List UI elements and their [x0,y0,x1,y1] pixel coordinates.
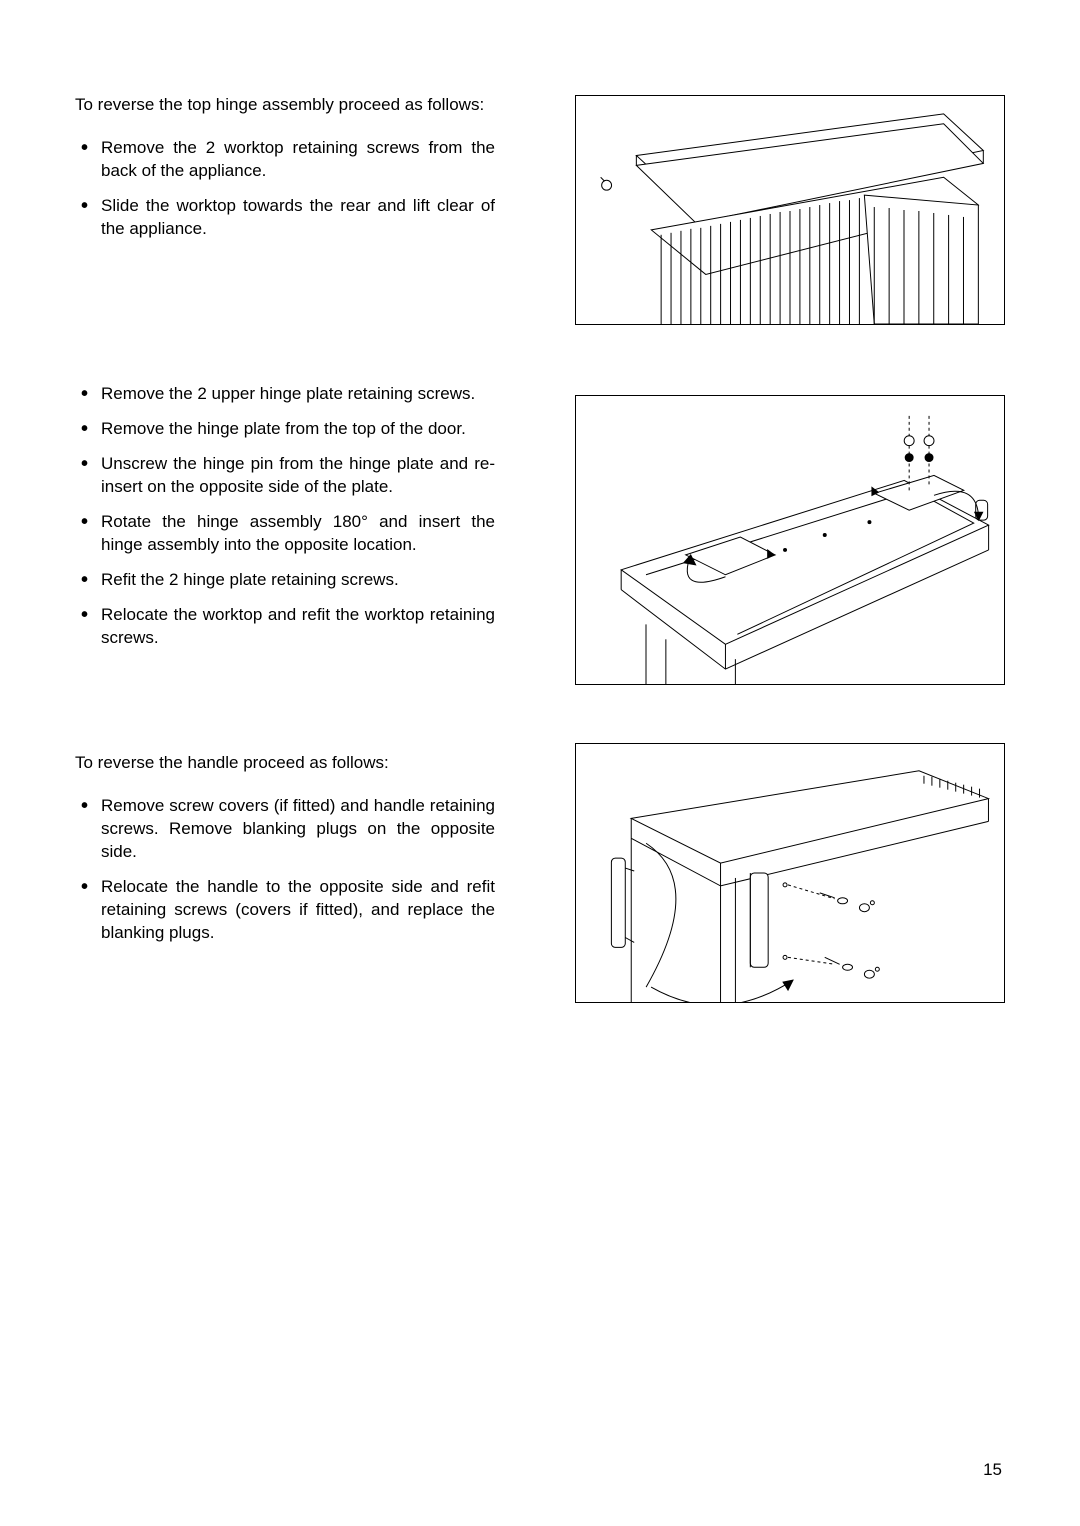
section3-list: Remove screw covers (if fitted) and hand… [75,795,495,945]
figure-hinge-rotate [575,395,1005,685]
section3-figure [575,743,1005,1003]
section-hinge-plate: Remove the 2 upper hinge plate retaining… [75,383,1005,685]
figure-worktop-removal [575,95,1005,325]
list-item: Rotate the hinge assembly 180° and inser… [75,511,495,557]
section-top-hinge-intro: To reverse the top hinge assembly procee… [75,95,1005,325]
list-item: Remove screw covers (if fitted) and hand… [75,795,495,864]
hinge-diagram-icon [576,396,1004,684]
section3-intro: To reverse the handle proceed as follows… [75,753,495,773]
section1-list: Remove the 2 worktop retaining screws fr… [75,137,495,241]
section2-text: Remove the 2 upper hinge plate retaining… [75,383,525,685]
list-item: Refit the 2 hinge plate retaining screws… [75,569,495,592]
list-item: Unscrew the hinge pin from the hinge pla… [75,453,495,499]
page-number: 15 [983,1460,1002,1480]
list-item: Relocate the handle to the opposite side… [75,876,495,945]
list-item: Relocate the worktop and refit the workt… [75,604,495,650]
section1-intro: To reverse the top hinge assembly procee… [75,95,495,115]
list-item: Slide the worktop towards the rear and l… [75,195,495,241]
figure-handle-relocate [575,743,1005,1003]
section1-text: To reverse the top hinge assembly procee… [75,95,525,325]
section2-figure [575,383,1005,685]
handle-diagram-icon [576,744,1004,1002]
section2-list: Remove the 2 upper hinge plate retaining… [75,383,495,649]
section3-text: To reverse the handle proceed as follows… [75,743,525,1003]
list-item: Remove the 2 worktop retaining screws fr… [75,137,495,183]
worktop-diagram-icon [576,96,1004,324]
section1-figure [575,95,1005,325]
list-item: Remove the hinge plate from the top of t… [75,418,495,441]
list-item: Remove the 2 upper hinge plate retaining… [75,383,495,406]
section-handle-reverse: To reverse the handle proceed as follows… [75,743,1005,1003]
